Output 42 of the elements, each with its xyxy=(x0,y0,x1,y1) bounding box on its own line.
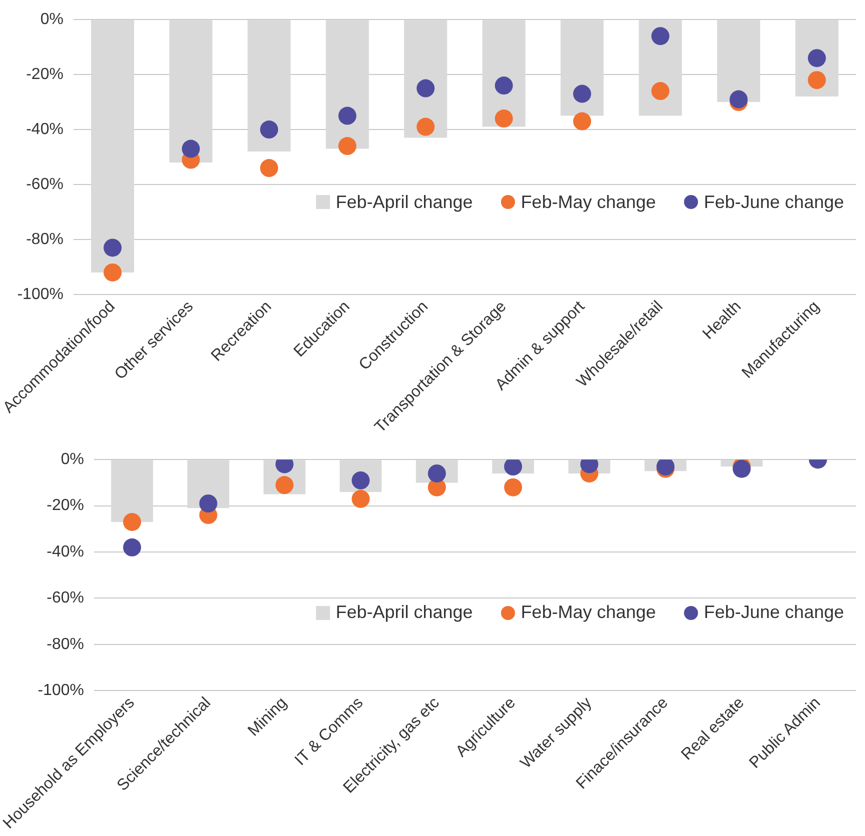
legend-label: Feb-April change xyxy=(336,192,473,213)
point xyxy=(338,137,356,156)
point xyxy=(573,84,592,103)
point xyxy=(651,82,670,100)
legend-label: Feb-May change xyxy=(520,192,656,213)
point xyxy=(182,140,200,158)
point xyxy=(416,118,435,136)
point xyxy=(494,110,513,128)
y-tick-label: -20% xyxy=(46,497,84,514)
point xyxy=(651,27,670,46)
legend-label: Feb-May change xyxy=(520,602,656,624)
y-tick-label: -60% xyxy=(46,590,84,607)
y-tick-label: 0% xyxy=(40,11,64,28)
point xyxy=(504,478,522,496)
point xyxy=(260,159,278,178)
point xyxy=(352,490,370,508)
point xyxy=(260,120,278,139)
point xyxy=(504,460,522,476)
y-tick-label: -60% xyxy=(26,176,64,193)
point xyxy=(416,79,435,98)
point xyxy=(104,238,122,257)
legend-label: Feb-June change xyxy=(704,602,844,624)
y-tick-label: -100% xyxy=(17,286,64,303)
y-tick-label: -80% xyxy=(46,636,84,653)
y-tick-label: -20% xyxy=(26,66,64,83)
point xyxy=(808,49,826,68)
point xyxy=(730,90,748,108)
point xyxy=(104,263,122,282)
point xyxy=(808,71,826,90)
legend-label: Feb-April change xyxy=(336,602,473,624)
point xyxy=(494,76,513,95)
y-tick-label: -80% xyxy=(26,230,64,248)
y-tick-label: -40% xyxy=(26,120,64,138)
y-tick-label: -100% xyxy=(38,682,84,700)
point xyxy=(338,106,356,125)
point xyxy=(199,494,218,512)
legend-label: Feb-June change xyxy=(704,192,844,213)
y-tick-label: -40% xyxy=(46,543,84,560)
y-tick-label: 0% xyxy=(60,451,84,468)
point xyxy=(123,538,142,556)
point xyxy=(573,112,592,130)
point xyxy=(123,512,142,531)
